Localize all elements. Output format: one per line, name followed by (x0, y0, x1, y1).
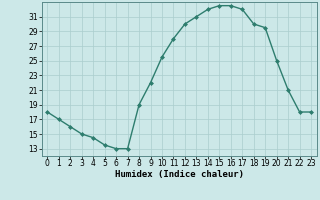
X-axis label: Humidex (Indice chaleur): Humidex (Indice chaleur) (115, 170, 244, 179)
